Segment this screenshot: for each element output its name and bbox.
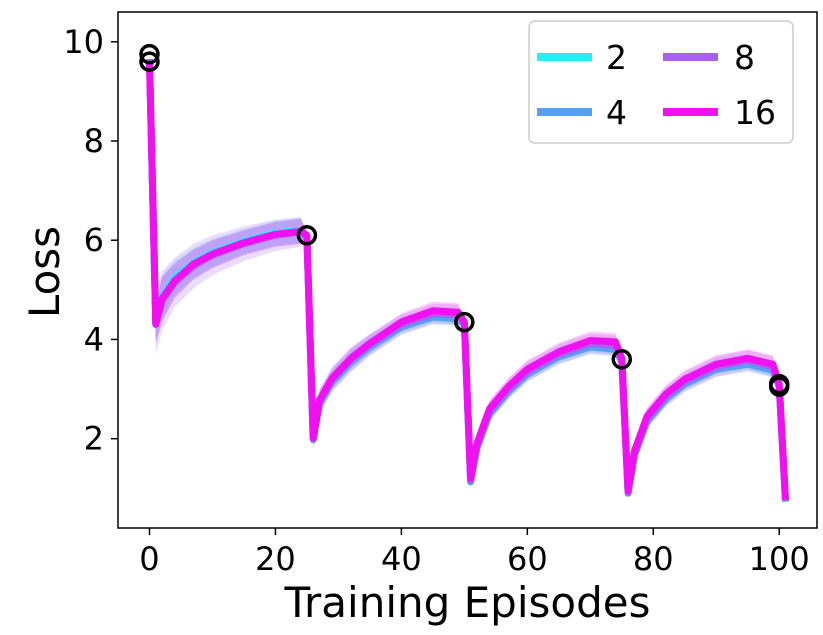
y-axis-ticks: 2 4 6 8 10 <box>63 23 118 458</box>
task-boundary-markers <box>139 43 790 397</box>
x-axis-ticks: 0 20 40 60 80 100 <box>139 528 810 578</box>
y-tick-label: 4 <box>84 320 104 358</box>
x-tick-label: 0 <box>139 540 159 578</box>
legend-label-8: 8 <box>734 38 755 77</box>
plot-frame <box>117 11 818 529</box>
boundary-marker <box>296 225 318 246</box>
boundary-marker <box>454 311 475 333</box>
x-tick-label: 60 <box>507 540 548 578</box>
legend-box <box>528 20 794 144</box>
boundary-marker <box>139 43 160 65</box>
legend-label-4: 4 <box>606 93 627 132</box>
y-tick-label: 2 <box>84 420 104 458</box>
series-lines <box>146 59 789 502</box>
x-tick-label: 80 <box>633 540 674 578</box>
x-tick-label: 100 <box>749 540 810 578</box>
y-tick-label: 10 <box>63 23 104 61</box>
boundary-marker <box>611 349 633 370</box>
line-series-16 <box>146 61 789 500</box>
x-axis-title: Training Episodes <box>284 578 651 627</box>
boundary-marker <box>139 51 160 72</box>
y-axis-title: Loss <box>20 226 69 318</box>
boundary-marker <box>768 376 790 397</box>
legend-label-16: 16 <box>734 93 776 132</box>
legend-label-2: 2 <box>606 38 627 77</box>
legend: 2 4 8 16 <box>528 20 794 144</box>
x-tick-label: 40 <box>381 540 422 578</box>
y-tick-label: 6 <box>84 221 104 259</box>
x-tick-label: 20 <box>255 540 296 578</box>
y-tick-label: 8 <box>84 122 104 160</box>
